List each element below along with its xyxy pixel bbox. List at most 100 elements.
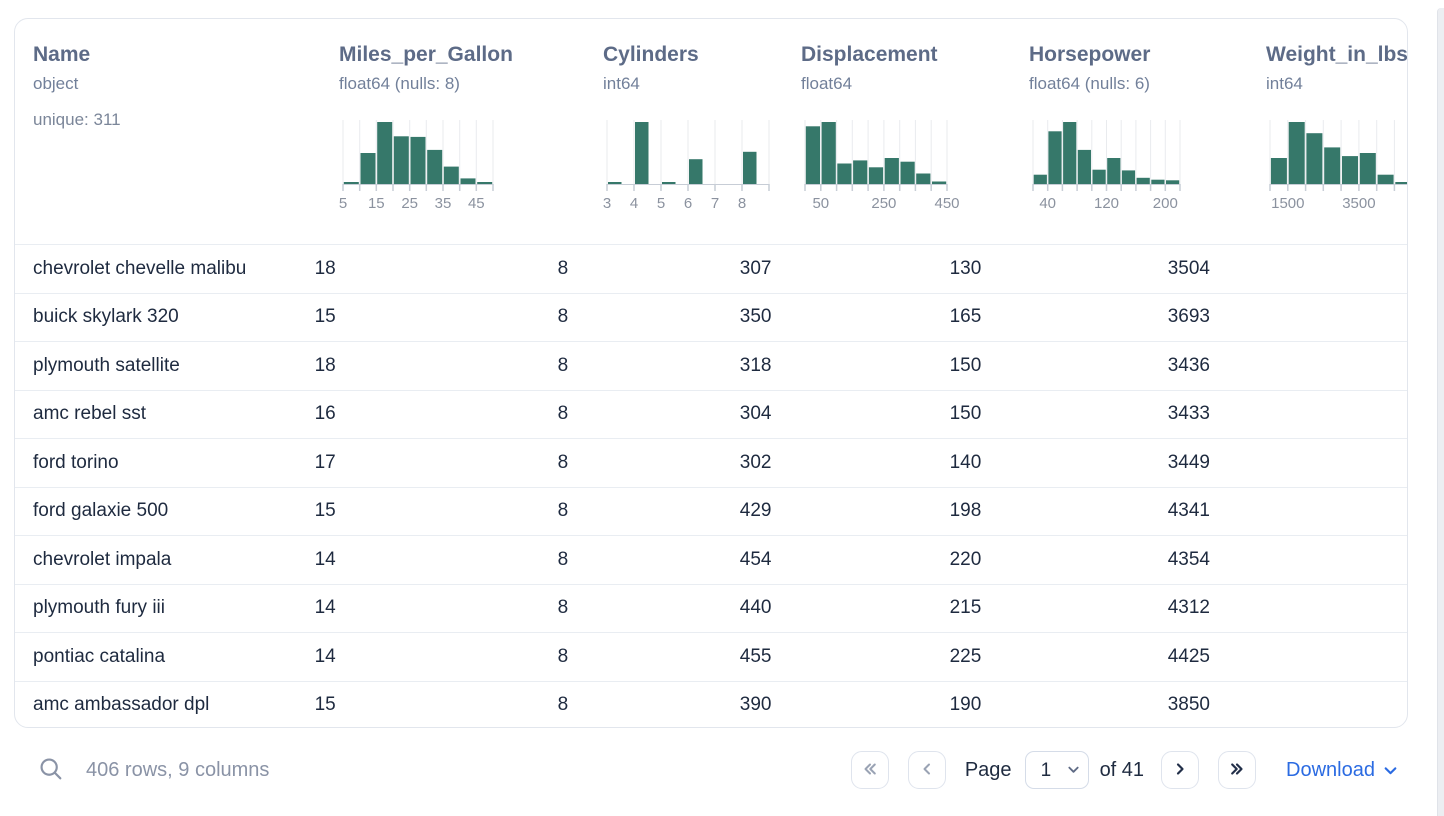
cell-cylinders: 8: [557, 597, 569, 619]
table-row: buick skylark 320 15 8 350 165 3693: [15, 292, 1407, 342]
histogram-bar: [377, 122, 393, 184]
histogram-bar: [916, 173, 931, 184]
page-label: Page: [964, 758, 1012, 781]
column-header-weight_in_lbs[interactable]: Weight_in_lbsint64150035005500: [1266, 41, 1408, 244]
cell-displacement: 390: [739, 694, 772, 716]
cell-displacement: 304: [739, 403, 772, 425]
column-name: Horsepower: [1029, 43, 1151, 66]
histogram-bar: [837, 163, 852, 184]
cell-horsepower: 190: [949, 694, 982, 716]
histogram-bar: [608, 182, 622, 184]
histogram-bar: [1359, 153, 1376, 184]
svg-text:250: 250: [871, 195, 896, 212]
table-row: ford galaxie 500 15 8 429 198 4341: [15, 486, 1407, 536]
cell-weight_in_lbs: 3504: [1167, 257, 1210, 279]
histogram-bar: [1063, 122, 1077, 184]
table-row: chevrolet impala 14 8 454 220 4354: [15, 535, 1407, 584]
cell-weight_in_lbs: 4312: [1167, 597, 1210, 619]
histogram-bar: [1306, 133, 1323, 184]
cell-weight_in_lbs: 4341: [1167, 500, 1210, 522]
chevron-right-icon: [1171, 760, 1189, 781]
page-count: of 41: [1099, 758, 1145, 781]
cell-weight_in_lbs: 3433: [1167, 403, 1210, 425]
cell-cylinders: 8: [557, 645, 569, 667]
column-header-displacement[interactable]: Displacement float64 50 250 450: [801, 41, 1029, 244]
column-histogram[interactable]: 50 250 450: [804, 120, 960, 214]
column-header-name[interactable]: Name object unique: 311: [33, 41, 339, 244]
column-name: Miles_per_Gallon: [339, 43, 513, 66]
cell-cylinders: 8: [557, 306, 569, 328]
column-histogram[interactable]: 5 15 25 35 45: [339, 120, 494, 214]
column-histogram-wrap: 3 4 5 6 7 8: [603, 120, 801, 219]
cell-miles_per_gallon: 15: [314, 306, 336, 328]
histogram-bar: [1121, 170, 1136, 184]
column-header-horsepower[interactable]: Horsepower float64 (nulls: 6) 40 120 200: [1029, 41, 1266, 244]
cell-name: buick skylark 320: [33, 306, 179, 328]
cell-displacement: 454: [739, 548, 772, 570]
chevron-left-icon: [918, 760, 936, 781]
column-name: Displacement: [801, 43, 938, 66]
cell-name: ford galaxie 500: [33, 500, 169, 522]
histogram-bar: [868, 167, 884, 184]
cell-weight_in_lbs: 3436: [1167, 354, 1210, 376]
histogram-bar: [1324, 147, 1341, 184]
histogram-bar: [1377, 174, 1394, 184]
svg-text:5: 5: [339, 195, 347, 212]
histogram-bar: [635, 122, 649, 184]
table-row: amc rebel sst 16 8 304 150 3433: [15, 389, 1407, 439]
histogram-bar: [1107, 158, 1121, 184]
histogram-bar: [821, 122, 836, 184]
cell-cylinders: 8: [557, 257, 569, 279]
table-body: chevrolet chevelle malibu 18 8 307 130 3504 bu…: [15, 244, 1407, 727]
histogram-bar: [932, 181, 947, 184]
cell-weight_in_lbs: 3850: [1167, 694, 1210, 716]
column-header-miles_per_gallon[interactable]: Miles_per_Gallon float64 (nulls: 8) 5 15 25 3…: [339, 41, 603, 244]
column-header-cylinders[interactable]: Cylinders int64 3 4 5 6 7 8: [603, 41, 801, 244]
download-button[interactable]: Download: [1286, 759, 1398, 782]
column-dtype: object: [33, 74, 79, 93]
table-row: chevrolet chevelle malibu 18 8 307 130 3504: [15, 244, 1407, 293]
cell-horsepower: 225: [949, 645, 982, 667]
page-select[interactable]: 1: [1024, 751, 1089, 789]
next-page-button[interactable]: [1161, 751, 1200, 789]
cell-displacement: 455: [739, 645, 772, 667]
cell-name: plymouth fury iii: [33, 597, 165, 619]
histogram-bar: [1033, 174, 1047, 184]
cell-miles_per_gallon: 18: [314, 354, 336, 376]
cell-horsepower: 150: [949, 354, 982, 376]
table-row: plymouth satellite 18 8 318 150 3436: [15, 341, 1407, 390]
column-histogram[interactable]: 3 4 5 6 7 8: [603, 120, 770, 214]
cell-miles_per_gallon: 15: [314, 500, 336, 522]
histogram-bar: [393, 136, 409, 184]
column-dtype: float64 (nulls: 6): [1029, 74, 1150, 93]
column-histogram[interactable]: 150035005500: [1269, 120, 1408, 214]
histogram-bar: [1342, 156, 1358, 184]
prev-page-button[interactable]: [907, 751, 946, 789]
cell-cylinders: 8: [557, 500, 569, 522]
cell-name: chevrolet impala: [33, 548, 172, 570]
dataframe-card: Name object unique: 311 Miles_per_Gallon flo…: [14, 18, 1408, 728]
histogram-bar: [1092, 169, 1106, 184]
search-button[interactable]: [38, 756, 64, 785]
svg-text:45: 45: [468, 195, 485, 212]
column-histogram-wrap: 5 15 25 35 45: [339, 120, 603, 219]
histogram-bar: [460, 178, 476, 184]
histogram-bar: [1395, 182, 1407, 184]
cell-name: pontiac catalina: [33, 645, 166, 667]
cell-horsepower: 130: [949, 257, 982, 279]
histogram-bar: [743, 151, 757, 184]
histogram-bar: [900, 161, 915, 184]
column-name: Cylinders: [603, 43, 699, 66]
last-page-button[interactable]: [1218, 751, 1257, 789]
column-dtype: int64: [603, 74, 640, 93]
histogram-bar: [1270, 158, 1287, 184]
histogram-bar: [1077, 149, 1091, 184]
cell-horsepower: 198: [949, 500, 982, 522]
status-bar: 406 rows, 9 columns Page 1: [14, 738, 1408, 802]
svg-text:5: 5: [657, 195, 665, 212]
column-histogram[interactable]: 40 120 200: [1032, 120, 1181, 214]
first-page-button[interactable]: [850, 751, 889, 789]
histogram-bar: [1288, 122, 1305, 184]
row-count-summary: 406 rows, 9 columns: [86, 758, 270, 781]
column-dtype: int64: [1266, 74, 1303, 93]
